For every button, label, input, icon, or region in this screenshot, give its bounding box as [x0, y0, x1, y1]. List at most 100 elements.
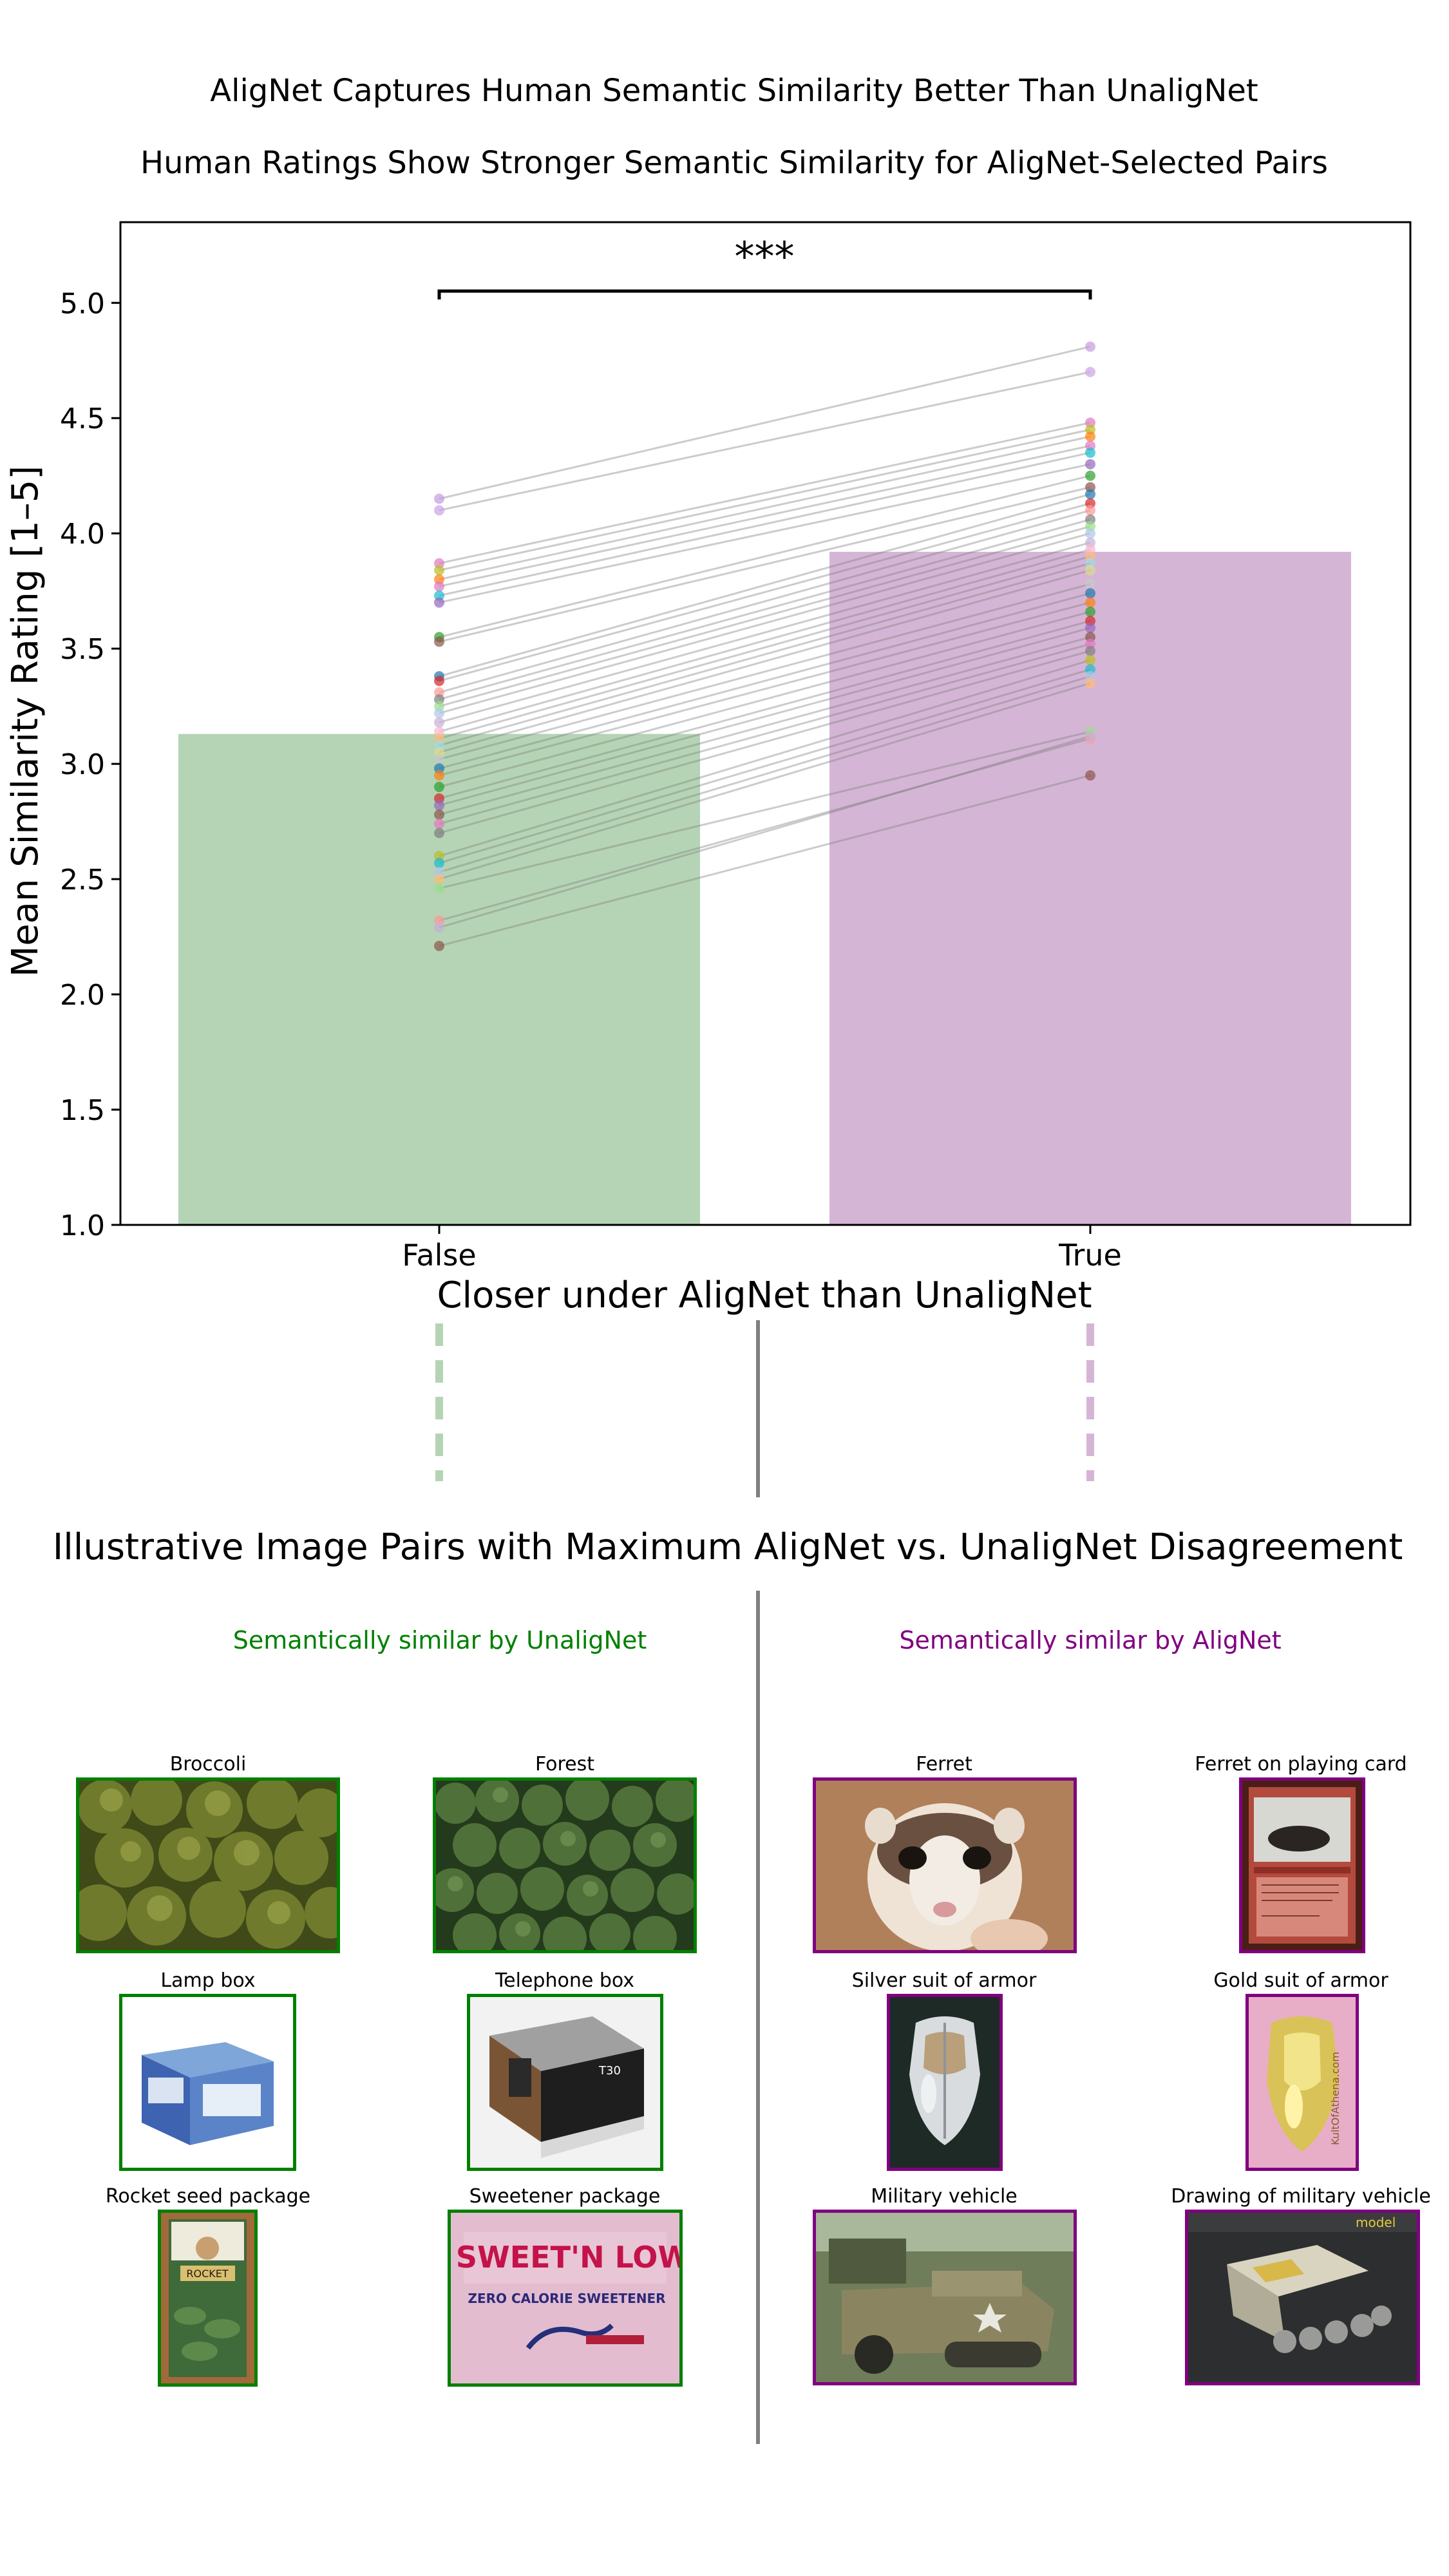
- significance-bracket: [437, 289, 1092, 299]
- ferret-card-image: [1239, 1777, 1365, 1953]
- point-true: [1085, 588, 1095, 599]
- military-vehicle-image: [813, 2210, 1077, 2385]
- y-axis-label: Mean Similarity Rating [1–5]: [5, 466, 46, 977]
- paired-line: [439, 611, 1091, 788]
- paired-line: [439, 542, 1091, 724]
- point-true: [1085, 597, 1095, 608]
- alignet-header: Semantically similar by AligNet: [899, 1626, 1282, 1654]
- paired-line: [439, 659, 1091, 857]
- point-true: [1085, 470, 1095, 481]
- broccoli-image: [76, 1777, 340, 1953]
- paired-line: [439, 518, 1091, 701]
- point-true: [1085, 459, 1095, 469]
- point-true: [1085, 431, 1095, 442]
- sweetener-tagline-text: ZERO CALORIE SWEETENER: [468, 2291, 665, 2306]
- point-true: [1085, 770, 1095, 781]
- paired-line: [439, 548, 1091, 733]
- y-tick-label: 2.0: [60, 979, 105, 1012]
- point-false: [434, 858, 444, 869]
- paired-line: [439, 428, 1091, 571]
- paired-line: [439, 569, 1091, 753]
- point-true: [1085, 622, 1095, 633]
- rocket-seed-image: ROCKET: [158, 2210, 258, 2387]
- paired-line: [439, 509, 1091, 694]
- point-true: [1085, 606, 1095, 617]
- point-false: [434, 819, 444, 829]
- y-tick-label: 5.0: [60, 287, 105, 320]
- section-divider: [756, 1591, 760, 2444]
- x-axis-label: Closer under AligNet than UnaligNet: [437, 1274, 1092, 1316]
- paired-line: [439, 451, 1091, 597]
- model-brand-text: model: [1356, 2215, 1396, 2230]
- point-false: [434, 828, 444, 838]
- paired-line: [439, 735, 1091, 929]
- paired-line: [439, 643, 1091, 825]
- caption-sweetener: Sweetener package: [469, 2185, 661, 2208]
- caption-broccoli: Broccoli: [169, 1753, 247, 1776]
- paired-line: [439, 463, 1091, 604]
- paired-line: [439, 636, 1091, 816]
- bar-chart: 1.0 1.5 2.0 2.5 3.0 3.5 4.0 4.5 5.0 False True **…: [5, 221, 1412, 1481]
- point-false: [434, 809, 444, 820]
- y-tick-label: 2.5: [60, 864, 105, 896]
- paired-line: [439, 774, 1091, 947]
- telephone-box-image: T30: [467, 1994, 663, 2171]
- x-tick-label-false: False: [402, 1238, 476, 1273]
- caption-lamp-box: Lamp box: [160, 1969, 256, 1992]
- paired-line: [439, 435, 1091, 581]
- figure-title: AligNet Captures Human Semantic Similari…: [210, 73, 1258, 109]
- point-true: [1085, 341, 1095, 352]
- point-true: [1085, 489, 1095, 500]
- point-false: [434, 493, 444, 504]
- sweetener-image: SWEET'N LOW ZERO CALORIE SWEETENER: [448, 2210, 683, 2387]
- y-tick-label: 1.0: [60, 1209, 105, 1242]
- gold-armor-image: KultOfAthena.com: [1245, 1994, 1359, 2171]
- point-true: [1085, 505, 1095, 516]
- paired-line: [439, 650, 1091, 834]
- x-tick-label-true: True: [1058, 1238, 1122, 1273]
- watermark-text: KultOfAthena.com: [1329, 2052, 1341, 2145]
- rocket-label: ROCKET: [186, 2268, 228, 2280]
- point-false: [434, 505, 444, 516]
- point-false: [434, 940, 444, 951]
- y-tick-label: 4.5: [60, 402, 105, 435]
- point-true: [1085, 578, 1095, 589]
- section-divider-top: [756, 1320, 760, 1497]
- ferret-image: [813, 1777, 1077, 1953]
- forest-image: [433, 1777, 697, 1953]
- caption-telephone-box: Telephone box: [495, 1969, 635, 1992]
- y-tick-label: 4.0: [60, 518, 105, 551]
- point-false: [434, 565, 444, 576]
- plot-frame: [119, 221, 1412, 1226]
- point-true: [1085, 645, 1095, 656]
- point-false: [434, 676, 444, 687]
- caption-gold-armor: Gold suit of armor: [1213, 1969, 1388, 1992]
- chart-title: Human Ratings Show Stronger Semantic Sim…: [140, 145, 1328, 181]
- y-tick-label: 3.5: [60, 633, 105, 666]
- svg-text:T30: T30: [598, 2064, 621, 2078]
- paired-line: [439, 486, 1091, 643]
- point-false: [434, 597, 444, 608]
- sweetener-brand-text: SWEET'N LOW: [456, 2240, 679, 2275]
- y-tick-label: 1.5: [60, 1094, 105, 1127]
- paired-line: [439, 675, 1091, 873]
- paired-line: [439, 730, 1091, 889]
- point-true: [1085, 528, 1095, 539]
- caption-rocket-seed: Rocket seed package: [105, 2185, 311, 2208]
- point-true: [1085, 565, 1095, 576]
- point-false: [434, 922, 444, 933]
- paired-line: [439, 583, 1091, 761]
- point-true: [1085, 731, 1095, 742]
- point-false: [434, 883, 444, 894]
- vehicle-drawing-image: model: [1185, 2210, 1420, 2385]
- point-false: [434, 874, 444, 885]
- paired-line: [439, 475, 1091, 638]
- paired-line: [439, 668, 1091, 864]
- y-tick-label: 3.0: [60, 748, 105, 781]
- caption-vehicle-drawing: Drawing of military vehicle: [1171, 2185, 1431, 2208]
- paired-line: [439, 371, 1091, 511]
- paired-line: [439, 444, 1091, 587]
- point-true: [1085, 366, 1095, 377]
- paired-line: [439, 592, 1091, 770]
- paired-line: [439, 562, 1091, 746]
